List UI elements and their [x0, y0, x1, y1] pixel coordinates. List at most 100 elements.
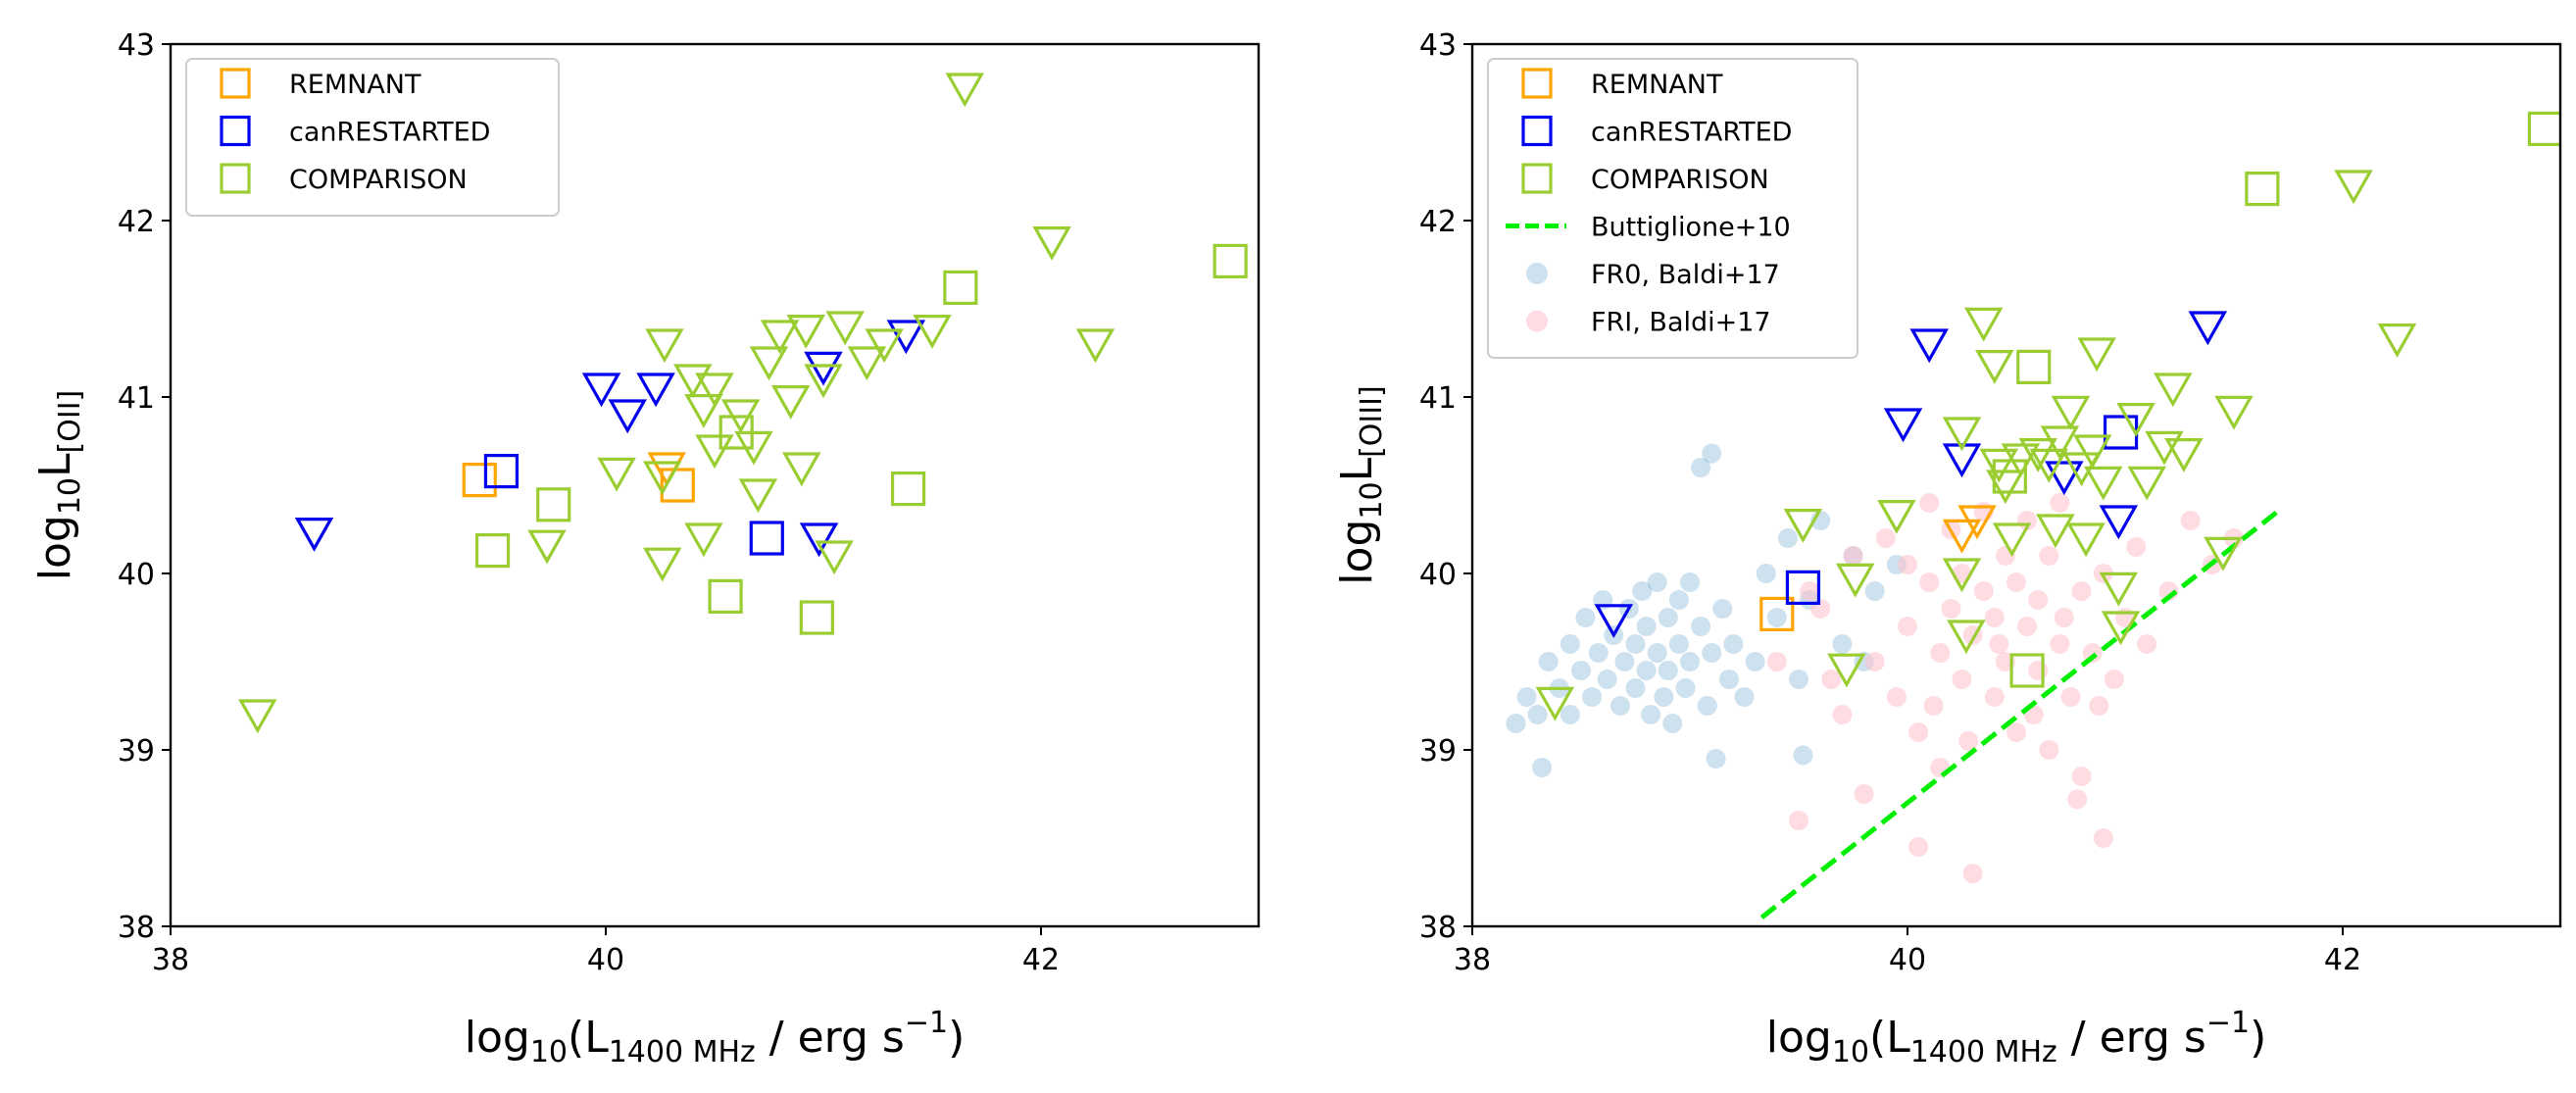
comparison-triangle-point — [2018, 438, 2057, 472]
comparison-triangle-point — [645, 328, 684, 364]
comparison-triangle-point — [695, 373, 734, 408]
canrestarted-triangle-point — [1909, 328, 1949, 364]
fr0-point — [1516, 687, 1537, 707]
comparison-triangle-point — [2377, 323, 2417, 358]
fr0-point — [1625, 678, 1646, 698]
comparison-triangle-point — [1835, 563, 1875, 598]
fri-point — [1898, 617, 1917, 636]
fri-point — [1908, 837, 1929, 857]
fr0-point — [1632, 581, 1653, 601]
comparison-triangle-point — [1979, 448, 2018, 483]
comparison-triangle-point — [815, 540, 854, 575]
fri-point — [2050, 634, 2070, 654]
fr0-point — [1691, 617, 1711, 636]
comparison-triangle-point — [2116, 403, 2155, 437]
comparison-triangle-point — [749, 346, 789, 381]
x-axis-title: log10(L1400 MHz / erg s−1) — [1766, 1006, 2266, 1069]
plot-area — [1506, 111, 2560, 919]
fri-point — [1875, 528, 1896, 548]
fri-point — [1898, 555, 1917, 574]
comparison-triangle-point — [597, 457, 636, 492]
canrestarted-square-point — [483, 454, 520, 489]
legend-marker-canrestarted — [1521, 115, 1553, 147]
comparison-triangle-point — [2164, 438, 2204, 472]
comparison-triangle-point — [2334, 170, 2373, 205]
y-tick-label: 43 — [118, 28, 155, 63]
x-axis-title: log10(L1400 MHz / erg s−1) — [465, 1006, 965, 1069]
fri-point — [1941, 599, 1961, 619]
comparison-triangle-point — [782, 452, 821, 487]
fri-point — [2028, 590, 2049, 610]
comparison-triangle-point — [1783, 508, 1823, 543]
canrestarted-square-point — [749, 521, 784, 556]
y-tick-label: 42 — [1419, 205, 1457, 239]
fri-point — [2071, 767, 2092, 786]
fri-point — [2050, 493, 2070, 513]
fr0-point — [1636, 617, 1657, 636]
fr0-point — [1560, 705, 1580, 724]
fr0-point — [1680, 652, 1700, 671]
fri-point — [2126, 537, 2147, 557]
left-panel: 38 40 42 38 39 40 41 42 43 log10(L1400 MHz / erg … — [30, 28, 1261, 1069]
comparison-square-point — [2527, 111, 2560, 147]
fri-point — [1832, 705, 1853, 724]
fri-point — [2006, 572, 2026, 592]
comparison-triangle-point — [770, 385, 811, 420]
legend-marker-fri-baldi-17 — [1526, 310, 1548, 332]
comparison-triangle-point — [2001, 443, 2041, 478]
fr0-point — [1718, 670, 1739, 689]
fri-point — [1886, 687, 1907, 707]
comparison-triangle-point — [2101, 611, 2141, 646]
x-tick-label: 38 — [152, 943, 189, 977]
axes-frame — [1470, 42, 2562, 928]
fr0-point — [1734, 687, 1755, 707]
comparison-square-point — [2009, 653, 2045, 688]
x-tick-label: 42 — [2324, 943, 2361, 977]
legend-label-buttiglione-10: Buttiglione+10 — [1591, 213, 1791, 243]
comparison-triangle-point — [1827, 653, 1866, 688]
comparison-triangle-point — [695, 434, 734, 470]
fr0-point — [1745, 652, 1765, 671]
remnant-square-point — [462, 463, 497, 498]
fri-point — [1919, 572, 1940, 592]
fr0-point — [1691, 458, 1711, 477]
legend-label-canrestarted: canRESTARTED — [289, 118, 490, 148]
comparison-triangle-point — [1535, 686, 1575, 721]
comparison-square-point — [943, 270, 978, 305]
fr0-point — [1697, 696, 1717, 716]
fri-point — [2039, 740, 2059, 760]
comparison-triangle-point — [1877, 500, 1916, 534]
fri-point — [1989, 634, 2009, 654]
comparison-triangle-point — [760, 320, 800, 355]
fr0-point — [1668, 634, 1689, 654]
y-tick-label: 39 — [118, 734, 155, 769]
fr0-point — [1527, 705, 1548, 724]
comparison-triangle-point — [2214, 395, 2254, 430]
legend-label-fr0-baldi-17: FR0, Baldi+17 — [1591, 260, 1780, 290]
legend-marker-comparison — [1521, 163, 1553, 194]
fri-point — [2180, 511, 2201, 530]
y-tick-label: 38 — [118, 911, 155, 945]
comparison-triangle-point — [2084, 466, 2123, 501]
fr0-point — [1571, 661, 1591, 680]
comparison-triangle-point — [1942, 417, 1982, 452]
fr0-point — [1706, 749, 1726, 769]
comparison-triangle-point — [734, 430, 773, 466]
fr0-point — [1756, 564, 1776, 583]
legend-marker-fr0-baldi-17 — [1526, 263, 1548, 284]
fr0-point — [1654, 687, 1674, 707]
fr0-point — [1680, 572, 1700, 592]
canrestarted-triangle-point — [2045, 461, 2084, 496]
comparison-triangle-point — [684, 522, 723, 558]
comparison-triangle-point — [2066, 522, 2105, 558]
fr0-point — [1777, 528, 1798, 548]
legend-label-remnant: REMNANT — [1591, 70, 1723, 100]
plot-area — [238, 73, 1248, 734]
comparison-square-point — [474, 532, 511, 569]
comparison-square-point — [536, 487, 571, 522]
comparison-triangle-point — [738, 478, 778, 514]
comparison-triangle-point — [945, 73, 985, 108]
axes-frame — [169, 42, 1261, 928]
fri-point — [1984, 687, 2005, 707]
fr0-point — [1864, 581, 1885, 601]
